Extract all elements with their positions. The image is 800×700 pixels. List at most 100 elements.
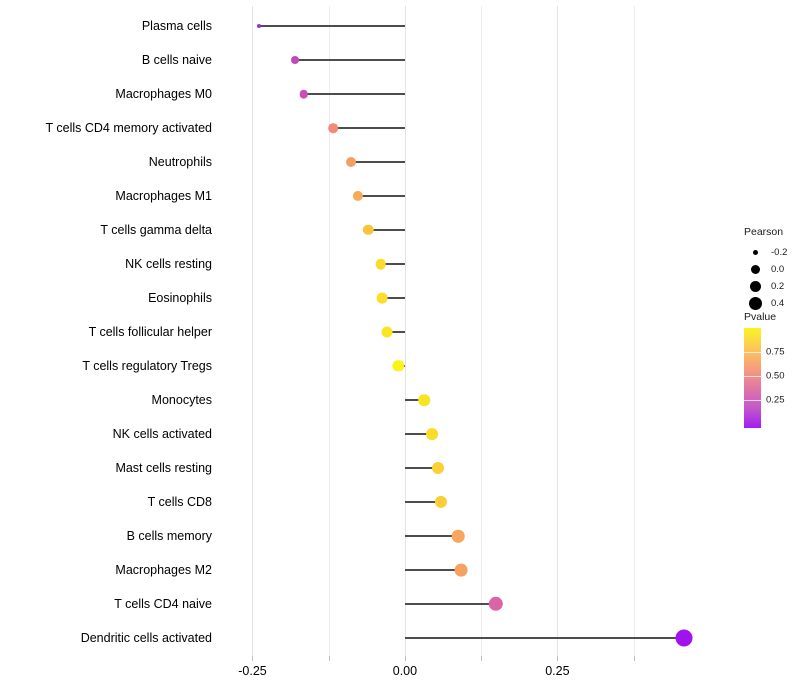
gridline-minor	[481, 6, 483, 656]
stem-line	[258, 25, 405, 27]
data-row[interactable]	[222, 451, 722, 485]
colorbar-tick	[744, 400, 761, 401]
data-point[interactable]	[256, 24, 261, 28]
colorbar-tick-label: 0.50	[766, 370, 785, 382]
pearson-legend-entry: -0.2	[744, 244, 787, 261]
plot-panel	[222, 6, 722, 656]
x-tick-minor	[328, 656, 330, 661]
y-axis-label: T cells CD8	[147, 495, 212, 509]
x-axis-label: 0.00	[392, 664, 418, 678]
data-point[interactable]	[488, 596, 503, 612]
stem-line	[381, 297, 405, 299]
colorbar-tick	[744, 352, 761, 353]
x-tick-minor	[481, 656, 483, 661]
stem-line	[351, 161, 405, 163]
y-axis-label: Eosinophils	[148, 291, 212, 305]
data-row[interactable]	[222, 213, 722, 247]
data-point[interactable]	[392, 360, 404, 372]
data-point[interactable]	[418, 394, 431, 406]
data-row[interactable]	[222, 587, 722, 621]
colorbar-tick-label: 0.25	[766, 394, 785, 406]
y-axis-label: Macrophages M1	[115, 189, 212, 203]
data-point[interactable]	[451, 529, 465, 543]
data-row[interactable]	[222, 383, 722, 417]
colorbar-wrap: 0.75 0.50 0.25	[744, 328, 796, 428]
pearson-legend-value: 0.2	[771, 281, 785, 292]
data-point[interactable]	[425, 428, 438, 440]
data-row[interactable]	[222, 9, 722, 43]
pearson-legend-entry: 0.0	[744, 261, 787, 278]
data-point[interactable]	[299, 89, 308, 99]
data-point[interactable]	[328, 123, 338, 133]
pearson-legend-entry: 0.2	[744, 278, 787, 295]
data-point[interactable]	[291, 56, 300, 64]
data-point[interactable]	[434, 495, 447, 509]
pearson-legend-dot	[744, 297, 766, 310]
data-row[interactable]	[222, 485, 722, 519]
x-axis: -0.25 0.00 0.25	[222, 656, 722, 690]
y-axis-label: Macrophages M2	[115, 563, 212, 577]
y-axis-label: T cells CD4 memory activated	[45, 121, 213, 135]
data-point[interactable]	[363, 224, 374, 236]
x-tick-major	[252, 656, 254, 661]
data-point[interactable]	[352, 190, 364, 202]
data-row[interactable]	[222, 247, 722, 281]
y-axis-label: B cells naive	[141, 53, 212, 67]
pearson-legend-dot	[744, 265, 766, 274]
pearson-size-legend: Pearson -0.2 0.0 0.2 0.4	[744, 226, 787, 312]
stem-line	[404, 399, 425, 401]
y-axis-label: T cells regulatory Tregs	[82, 359, 212, 373]
data-row[interactable]	[222, 179, 722, 213]
data-row[interactable]	[222, 349, 722, 383]
data-row[interactable]	[222, 43, 722, 77]
pearson-legend-dot	[744, 250, 766, 255]
data-row[interactable]	[222, 281, 722, 315]
gridline-major	[252, 6, 254, 656]
y-axis-label: Neutrophils	[148, 155, 212, 169]
y-axis-label: T cells gamma delta	[100, 223, 212, 237]
data-point[interactable]	[454, 563, 468, 577]
data-point[interactable]	[375, 258, 386, 270]
y-axis-label: NK cells resting	[125, 257, 212, 271]
stem-line	[404, 433, 432, 435]
pvalue-color-legend: Pvalue 0.75 0.50 0.25	[744, 311, 796, 428]
y-axis-label: T cells follicular helper	[88, 325, 212, 339]
stem-line	[404, 535, 458, 537]
data-row[interactable]	[222, 519, 722, 553]
data-point[interactable]	[431, 462, 444, 474]
stem-line	[357, 195, 405, 197]
colorbar-tick-label: 0.75	[766, 346, 785, 358]
y-axis-label: Mast cells resting	[115, 461, 212, 475]
data-point[interactable]	[381, 326, 393, 338]
data-point[interactable]	[346, 157, 357, 167]
data-row[interactable]	[222, 417, 722, 451]
stem-line	[404, 637, 685, 639]
x-tick-minor	[633, 656, 635, 661]
pearson-legend-value: 0.4	[771, 298, 785, 309]
y-axis: Plasma cells B cells naive Macrophages M0 T…	[0, 6, 213, 656]
stem-line	[404, 603, 496, 605]
data-point[interactable]	[376, 292, 388, 304]
stem-line	[295, 59, 405, 61]
gridline-minor	[328, 6, 330, 656]
pearson-legend-title: Pearson	[744, 226, 784, 238]
data-row[interactable]	[222, 553, 722, 587]
gridline-major	[404, 6, 406, 656]
y-axis-label: B cells memory	[126, 529, 212, 543]
data-row[interactable]	[222, 315, 722, 349]
data-row[interactable]	[222, 145, 722, 179]
stem-line	[404, 501, 441, 503]
data-row[interactable]	[222, 77, 722, 111]
data-row[interactable]	[222, 621, 722, 655]
colorbar-tick	[744, 376, 761, 377]
gridline-minor	[633, 6, 635, 656]
gridline-major	[557, 6, 559, 656]
data-row[interactable]	[222, 111, 722, 145]
x-tick-major	[404, 656, 406, 661]
pvalue-colorbar	[744, 328, 761, 428]
pearson-legend-rows: -0.2 0.0 0.2 0.4	[744, 244, 787, 312]
y-axis-label: NK cells activated	[112, 427, 212, 441]
pearson-legend-entry: 0.4	[744, 295, 787, 312]
data-point[interactable]	[675, 629, 693, 647]
